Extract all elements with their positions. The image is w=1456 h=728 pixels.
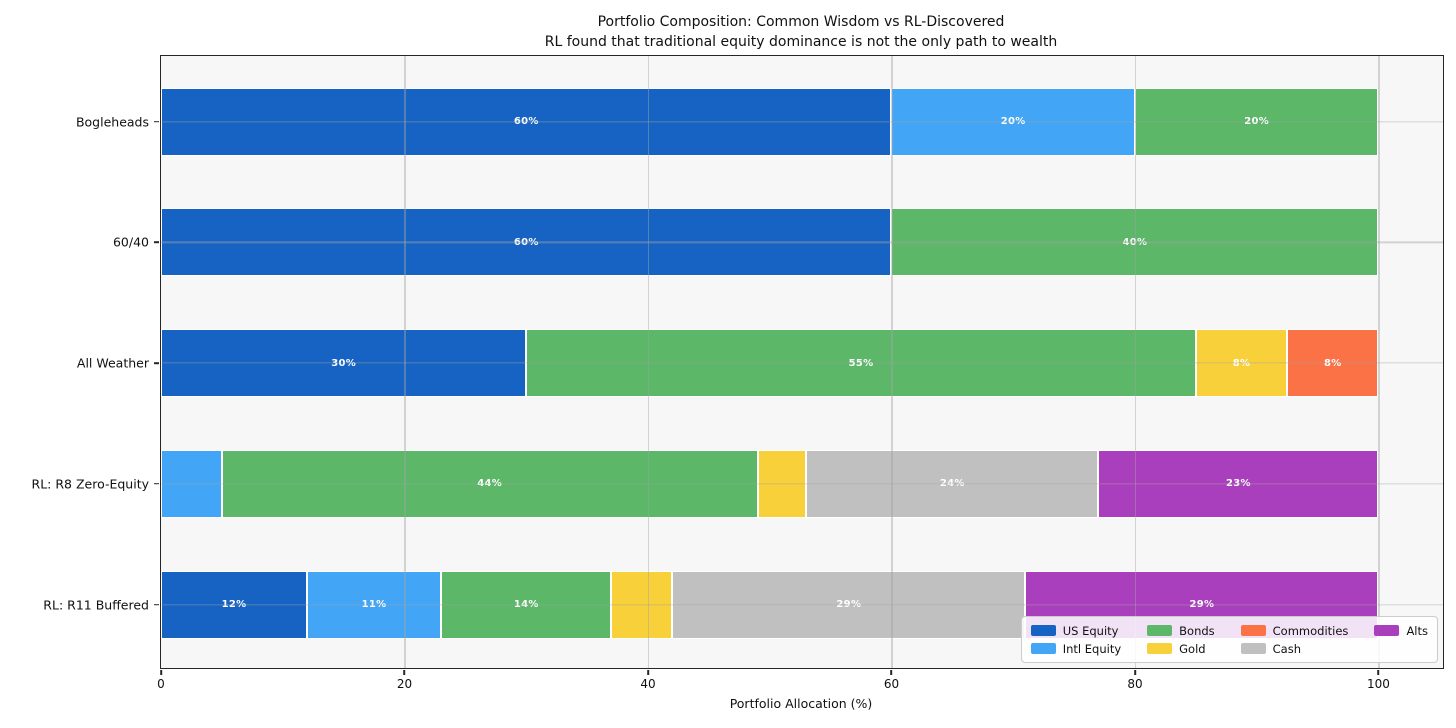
y-tick-mark [154, 362, 160, 364]
bar-segment-label: 23% [1226, 478, 1251, 490]
x-tick-label: 60 [883, 677, 900, 691]
x-axis-label: Portfolio Allocation (%) [729, 696, 873, 711]
x-tick-label: 100 [1367, 677, 1390, 691]
x-tick-mark [890, 669, 893, 675]
bar-segment-bonds: 40% [891, 208, 1379, 277]
legend-swatch-cash [1240, 643, 1266, 654]
legend-label: Alts [1406, 623, 1428, 638]
bar-segment-label: 30% [331, 357, 357, 369]
bar-segment-intl-equity: 11% [307, 570, 442, 639]
legend-item: Intl Equity [1030, 641, 1122, 656]
bar-segment-label: 24% [939, 478, 965, 490]
y-tick-mark [154, 482, 160, 485]
x-tick-mark [403, 669, 406, 675]
x-tick-label: 40 [640, 677, 656, 691]
plot-area: US Equity Intl Equity Bonds Gold Commodities… [32, 55, 1444, 691]
bar-segment-commodities: 8% [1287, 329, 1379, 397]
legend-label: US Equity [1062, 623, 1119, 638]
x-tick-mark [160, 669, 162, 675]
bar-row: 12% 11% 14% 29% 29% [161, 570, 1443, 639]
bar-segment-gold [757, 449, 807, 518]
legend-label: Gold [1179, 641, 1206, 656]
legend-label: Bonds [1179, 623, 1215, 638]
legend-label: Intl Equity [1062, 641, 1122, 656]
x-tick-label: 20 [396, 677, 413, 691]
bar-segment-us-equity: 60% [161, 208, 892, 277]
bar-segment-bonds: 55% [526, 329, 1196, 397]
y-tick-label: Bogleheads [75, 114, 149, 129]
chart-titles: Portfolio Composition: Common Wisdom vs … [160, 12, 1442, 52]
bar-segment-us-equity: 60% [161, 87, 892, 156]
y-tick-mark [154, 120, 160, 123]
bar-row: 60% 40% [161, 208, 1443, 277]
bar-segment-label: 20% [1000, 116, 1026, 127]
bar-segment-label: 29% [836, 599, 862, 610]
bar-segment-intl-equity [161, 449, 222, 518]
bar-segment-label: 8% [1232, 357, 1251, 369]
legend-item: Alts [1374, 624, 1428, 638]
bar-segment-label: 29% [1189, 599, 1215, 610]
legend: US Equity Intl Equity Bonds Gold Commodities… [1020, 616, 1438, 663]
legend-item: Gold [1147, 642, 1215, 656]
bar-segment-label: 60% [513, 236, 539, 248]
bar-segment-label: 40% [1122, 236, 1148, 248]
legend-swatch-bonds [1147, 625, 1173, 636]
y-tick-label: RL: R11 Buffered [43, 597, 149, 612]
bar-segment-bonds: 14% [441, 570, 612, 639]
y-tick-label: All Weather [76, 355, 149, 371]
legend-swatch-us-equity [1030, 625, 1056, 636]
legend-item: Bonds [1147, 624, 1215, 638]
bar-segment-gold: 8% [1195, 329, 1288, 397]
bar-segment-label: 55% [848, 357, 874, 369]
bar-segment-gold [611, 570, 673, 639]
y-tick-label: RL: R8 Zero-Equity [31, 476, 149, 492]
bar-segment-bonds: 44% [221, 449, 758, 518]
bar-segment-label: 20% [1244, 116, 1270, 127]
bar-segment-intl-equity: 20% [891, 87, 1135, 156]
bar-segment-alts: 23% [1098, 449, 1379, 518]
legend-swatch-alts [1374, 625, 1400, 636]
legend-item: Cash [1240, 641, 1349, 656]
legend-swatch-intl-equity [1030, 643, 1056, 654]
x-tick-mark [1134, 669, 1136, 675]
legend-label: Cash [1272, 641, 1302, 656]
x-tick-label: 80 [1127, 677, 1143, 691]
legend-swatch-gold [1147, 643, 1173, 654]
y-tick-mark [154, 241, 160, 244]
bar-segment-us-equity: 12% [161, 570, 308, 639]
bar-segment-label: 44% [477, 478, 503, 490]
bar-segment-label: 14% [513, 599, 539, 610]
bar-segment-label: 60% [513, 116, 539, 127]
legend-swatch-commodities [1240, 625, 1266, 636]
bar-segment-cash: 29% [672, 570, 1026, 639]
bar-segment-label: 12% [221, 599, 247, 610]
chart-subtitle: RL found that traditional equity dominan… [544, 34, 1058, 50]
bar-segment-label: 11% [361, 599, 387, 610]
bar-row: 44% 24% 23% [161, 449, 1443, 518]
y-tick-mark [154, 603, 160, 606]
bar-segment-us-equity: 30% [161, 329, 527, 397]
legend-label: Commodities [1272, 623, 1349, 638]
bar-segment-label: 8% [1324, 357, 1342, 369]
bar-row: 30% 55% 8% 8% [161, 329, 1443, 397]
legend-item: US Equity [1030, 623, 1121, 638]
bar-segment-bonds: 20% [1134, 87, 1379, 156]
chart-title: Portfolio Composition: Common Wisdom vs … [597, 14, 1005, 30]
x-tick-mark [647, 669, 649, 675]
x-tick-label: 0 [157, 677, 165, 691]
legend-item: Commodities [1240, 623, 1349, 638]
x-tick-mark [1377, 669, 1380, 675]
y-tick-label: 60/40 [112, 234, 149, 250]
bar-segment-cash: 24% [806, 449, 1099, 518]
bar-row: 60% 20% 20% [161, 87, 1443, 156]
